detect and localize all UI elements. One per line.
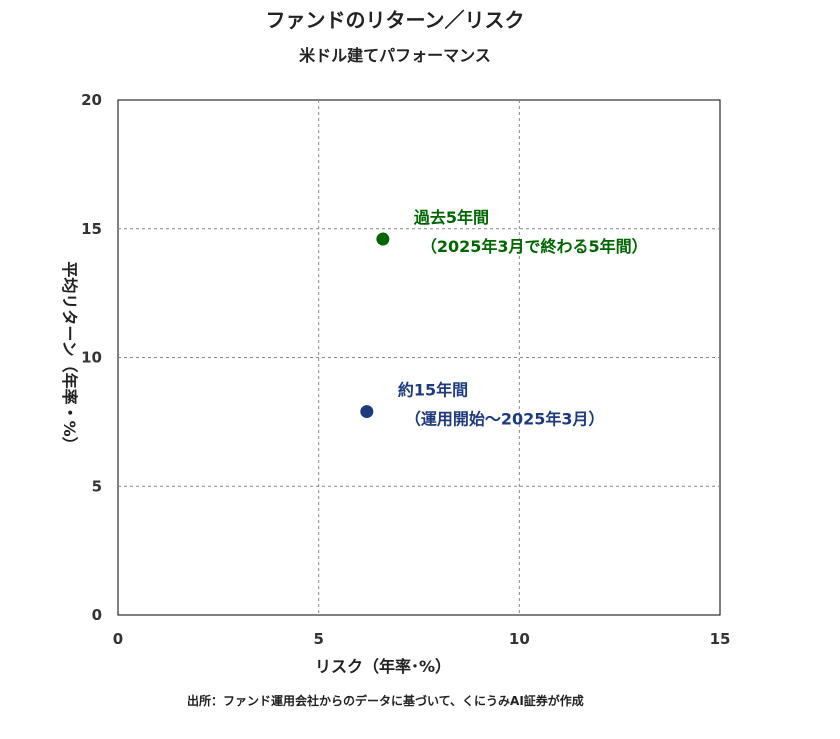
y-tick-label: 0: [92, 606, 102, 624]
point-label-line1: 約15年間: [398, 381, 468, 400]
y-tick-label: 20: [81, 91, 102, 109]
x-tick-label: 0: [113, 630, 123, 648]
point-label-line1: 過去5年間: [413, 208, 489, 227]
source-note: 出所：ファンド運用会社からのデータに基づいて、くにうみAI証券が作成: [187, 694, 584, 708]
chart-title: ファンドのリターン／リスク: [265, 8, 525, 32]
y-tick-label: 10: [81, 349, 102, 367]
x-tick-label: 15: [710, 630, 731, 648]
data-point: [360, 405, 374, 419]
tick-labels: 0 5 10 15 0 5 10 15 20: [81, 91, 730, 648]
point-label-line2: （運用開始～2025年3月）: [405, 410, 605, 429]
grid-lines: [118, 100, 720, 615]
y-tick-label: 5: [92, 477, 102, 495]
y-tick-label: 15: [81, 220, 102, 238]
data-points: 過去5年間 （2025年3月で終わる5年間） 約15年間 （運用開始～2025年3月）: [360, 208, 648, 429]
scatter-chart: 0 5 10 15 0 5 10 15 20 過去5年間 （2025年3月で終わる5年間） 約15年…: [60, 91, 730, 676]
x-tick-label: 5: [313, 630, 323, 648]
chart-subtitle: 米ドル建てパフォーマンス: [299, 46, 491, 65]
point-label-line2: （2025年3月で終わる5年間）: [421, 237, 648, 256]
x-axis-label: リスク（年率･%）: [315, 657, 451, 676]
x-tick-label: 10: [509, 630, 530, 648]
y-axis-label: 平均リターン（年率・%）: [60, 261, 79, 452]
data-point: [376, 232, 390, 246]
